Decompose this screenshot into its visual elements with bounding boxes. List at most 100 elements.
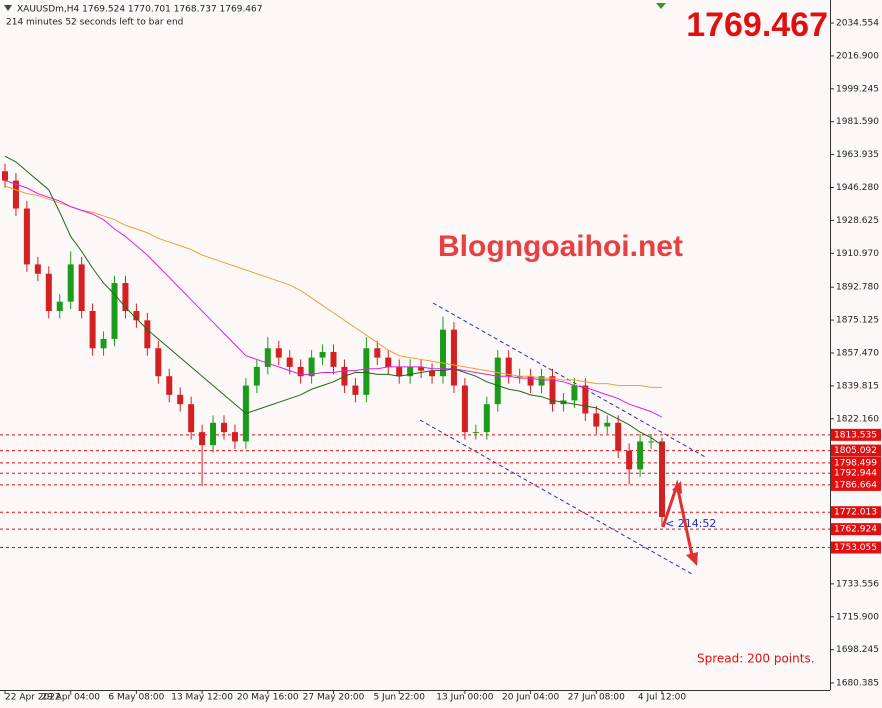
status-icon	[656, 3, 666, 9]
level-tag	[831, 478, 881, 491]
channel-upper	[432, 302, 708, 459]
candle-body	[571, 385, 578, 401]
y-tick-label: 1680.385	[836, 678, 879, 688]
candle-body	[12, 180, 19, 209]
candle-body	[34, 264, 41, 274]
level-tag	[831, 541, 881, 554]
candle-body	[450, 329, 457, 386]
candle-body	[538, 376, 545, 386]
candle-body	[429, 370, 436, 377]
arrow-head	[686, 552, 698, 566]
candle-body	[264, 348, 271, 367]
x-tick-label: 29 Apr 04:00	[41, 693, 100, 703]
y-tick-label: 1857.470	[836, 348, 879, 358]
y-tick-label: 1715.900	[836, 612, 879, 622]
moving-average	[4, 180, 663, 418]
level-tag	[831, 523, 881, 536]
candle-body	[363, 348, 370, 395]
candle-body	[275, 348, 282, 358]
candle-body	[418, 366, 425, 371]
y-tick-label: 1910.970	[836, 249, 879, 259]
candle-body	[494, 357, 501, 405]
y-tick-label: 1963.935	[836, 150, 879, 160]
candle-body	[155, 348, 162, 377]
candle-body	[188, 404, 195, 433]
countdown: < 214:52	[665, 517, 716, 530]
candle-body	[67, 264, 74, 302]
y-tick-label: 1928.625	[836, 216, 879, 226]
candle-body	[604, 422, 611, 427]
candle-body	[253, 366, 260, 386]
candle-body	[56, 301, 63, 311]
candle-body	[461, 385, 468, 433]
candle-body	[78, 264, 85, 311]
candle-body	[23, 208, 30, 265]
candle-body	[133, 310, 140, 321]
y-tick-label: 1839.815	[836, 381, 879, 391]
candle-body	[177, 394, 184, 405]
x-tick-label: 13 Jun 00:00	[436, 693, 493, 703]
candle-body	[637, 441, 644, 470]
chart-subtitle: 214 minutes 52 seconds left to bar end	[6, 18, 183, 28]
level-tag	[831, 456, 881, 469]
y-tick-label: 1698.245	[836, 645, 879, 655]
y-tick-label: 1733.556	[836, 579, 879, 589]
x-tick-label: 22 Apr 2022	[5, 693, 61, 703]
big-price: 1769.467	[686, 6, 828, 44]
candle-body	[166, 376, 173, 395]
candle-body	[319, 351, 326, 358]
candle-body	[199, 432, 206, 446]
y-tick-label: 1822.160	[836, 414, 879, 424]
y-tick-label: 2034.554	[836, 19, 879, 29]
candle-body	[100, 338, 107, 349]
x-tick-label: 20 May 16:00	[237, 693, 299, 703]
y-tick-label: 1892.780	[836, 283, 879, 293]
marks: 2034.554 2016.900 1999.245 1981.590 1963.935…	[0, 19, 881, 703]
level-label: 1813.535	[834, 430, 877, 440]
candle-body	[352, 385, 359, 395]
candle-body	[648, 441, 655, 443]
level-label: 1786.664	[834, 480, 877, 490]
y-tick-label: 2016.900	[836, 51, 879, 61]
x-tick-label: 5 Jun 22:00	[373, 693, 425, 703]
level-tag	[831, 506, 881, 519]
candle-body	[505, 357, 512, 377]
x-tick-label: 6 May 08:00	[108, 693, 164, 703]
x-tick-label: 20 Jun 04:00	[502, 693, 559, 703]
candle-body	[144, 320, 151, 349]
arrow-head	[672, 481, 682, 494]
candle-body	[308, 357, 315, 377]
level-label: 1798.499	[834, 458, 877, 468]
candle-body	[297, 366, 304, 377]
candle-body	[626, 450, 633, 470]
candle-body	[615, 422, 622, 451]
candle-body	[2, 171, 8, 181]
y-tick-label: 1875.125	[836, 316, 879, 326]
moving-average	[4, 185, 662, 388]
candle-body	[527, 376, 534, 386]
level-tag	[831, 444, 881, 457]
candle-body	[231, 432, 238, 442]
channel-lower	[419, 419, 693, 575]
candle-body	[440, 329, 446, 377]
x-tick-label: 27 Jun 08:00	[568, 693, 625, 703]
candle-body	[286, 357, 293, 367]
level-label: 1792.944	[834, 469, 877, 479]
level-tag	[831, 428, 881, 441]
candle-body	[593, 413, 600, 427]
menu-icon	[4, 5, 12, 11]
moving-average	[4, 155, 663, 446]
candle-body	[659, 441, 665, 517]
candle-body	[210, 422, 217, 446]
x-tick-label: 27 May 20:00	[303, 693, 365, 703]
x-tick-label: 4 Jul 12:00	[638, 693, 687, 703]
candle-body	[111, 283, 118, 339]
candle-body	[330, 351, 337, 367]
level-label: 1805.092	[834, 446, 877, 456]
candle-body	[396, 366, 403, 377]
y-tick-label: 1981.590	[836, 117, 879, 127]
spread-text: Spread: 200 points.	[697, 652, 815, 666]
level-label: 1753.055	[834, 543, 877, 553]
